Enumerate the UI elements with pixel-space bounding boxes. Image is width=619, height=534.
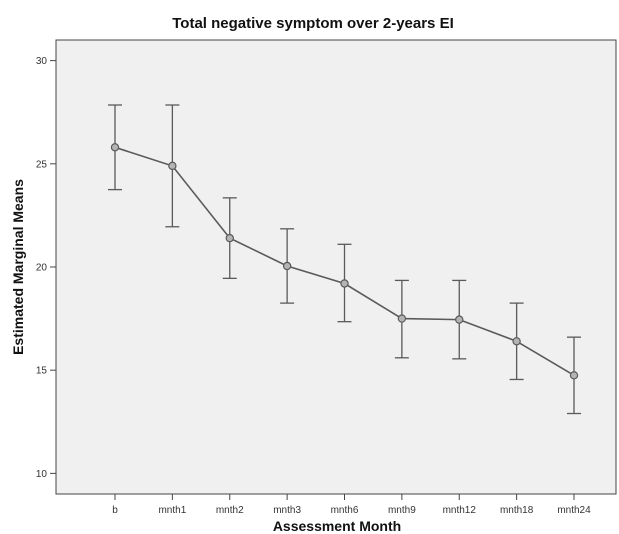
y-axis-label: Estimated Marginal Means [10,179,26,355]
x-tick-label: mnth12 [443,505,477,516]
x-tick-label: mnth2 [216,505,244,516]
y-tick-label: 15 [36,366,48,377]
data-points [110,143,579,380]
x-axis-label: Assessment Month [273,518,401,534]
data-point [168,161,177,171]
y-tick-label: 30 [36,56,48,67]
x-tick-label: b [112,505,118,516]
x-tick-label: mnth18 [500,505,534,516]
x-axis: b mnth1 mnth2 mnth3 mnth6 mnth9 mnth12 mnth18 mn… [112,494,591,516]
x-tick-label: mnth1 [158,505,186,516]
data-point [340,279,349,288]
plot-area [55,39,617,495]
data-point [282,261,292,271]
chart-title: Total negative symptom over 2-years EI [172,15,454,32]
data-point [225,233,234,243]
data-point [512,337,521,346]
y-tick-label: 10 [36,469,48,480]
data-point [397,314,407,323]
data-point [455,315,464,324]
y-tick-label: 20 [36,263,48,274]
x-tick-label: mnth24 [557,505,591,516]
data-point [569,371,579,380]
x-tick-label: mnth6 [331,505,359,516]
y-tick-label: 25 [36,159,48,170]
y-axis: 10 15 20 25 30 [36,56,56,480]
x-tick-label: mnth3 [273,505,301,516]
x-tick-label: mnth9 [388,505,416,516]
data-point [110,143,120,152]
